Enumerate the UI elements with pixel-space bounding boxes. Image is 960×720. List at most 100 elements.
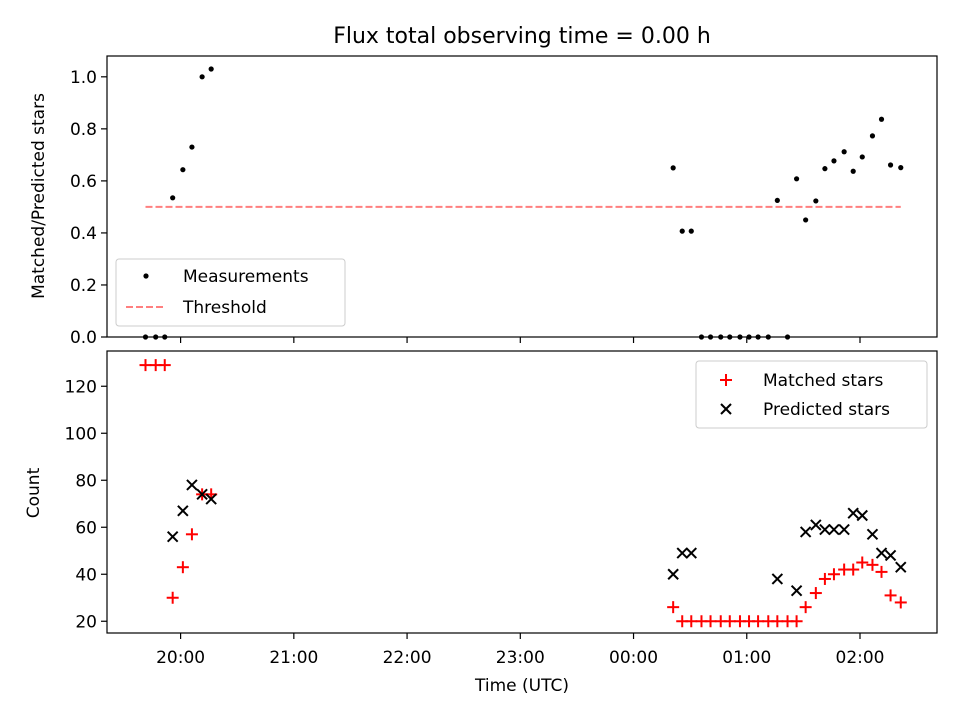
ratio-y-tick-label: 1.0 [70,68,97,88]
count-marks [139,359,907,628]
predicted-stars-point [676,547,688,559]
ratio-x-ticks [180,337,861,343]
predicted-stars-point [196,488,208,501]
x-tick-label: 01:00 [722,648,771,668]
measurement-point [813,198,819,204]
matched-stars-point [685,615,698,628]
legend-matched-label: Matched stars [763,371,883,391]
matched-stars-point [166,591,179,604]
ratio-y-tick-label: 0.6 [70,172,97,192]
matched-stars-point [856,556,869,569]
measurement-point [688,228,694,234]
count-y-axis-label: Count [24,467,44,518]
count-plot-frame [106,350,938,634]
predicted-stars-point [875,547,888,559]
predicted-stars-point [810,519,822,531]
count-y-tick-label: 20 [75,612,97,632]
count-y-tick-label: 80 [75,471,97,491]
predicted-stars-point [847,507,859,519]
legend-measurements-label: Measurements [183,267,309,287]
predicted-stars-point [205,493,217,505]
measurement-point [822,166,828,172]
measurement-point [850,168,856,174]
matched-stars-point [667,601,680,614]
ratio-panel: 0.0 0.2 0.4 0.6 0.8 1.0 Matched/Predicted sta… [29,55,938,348]
matched-stars-point [799,601,812,614]
measurement-point [199,74,205,80]
matched-stars-point [866,558,879,571]
legend-measurements-marker [143,273,149,279]
ratio-legend-box [115,258,346,327]
x-tick-label: 00:00 [609,648,658,668]
predicted-stars-point [866,528,879,541]
predicted-stars-point [838,523,850,536]
count-legend: Matched stars Predicted stars [695,360,928,429]
matched-stars-point [894,596,907,609]
matched-stars-point [185,528,198,541]
ratio-y-ticks: 0.0 0.2 0.4 0.6 0.8 1.0 [70,68,107,348]
count-legend-box [695,360,928,429]
measurement-point [841,149,847,155]
legend-threshold-label: Threshold [182,298,267,318]
measurement-point [803,217,809,223]
ratio-y-tick-label: 0.2 [70,276,97,296]
predicted-stars-point [884,549,897,562]
predicted-stars-point [667,568,679,580]
measurement-point [869,133,876,139]
measurement-point [887,162,894,168]
measurement-point [670,165,676,171]
ratio-marks [142,66,904,340]
chart-title: Flux total observing time = 0.00 h [333,24,711,49]
ratio-y-tick-label: 0.0 [70,328,97,348]
matched-stars-point [809,587,822,600]
x-axis-label: Time (UTC) [474,676,569,696]
measurement-point [859,154,865,160]
predicted-stars-point [166,530,179,543]
matched-stars-point [875,565,888,578]
measurement-point [898,165,904,171]
matched-stars-point [847,563,860,576]
measurement-point [180,167,186,173]
count-y-tick-label: 60 [75,518,97,538]
x-tick-label: 20:00 [156,648,205,668]
predicted-stars-point [799,526,812,538]
ratio-plot-frame [106,55,938,338]
predicted-stars-point [856,509,868,522]
measurement-point [189,144,195,150]
measurement-point [831,158,837,164]
ratio-y-tick-label: 0.8 [70,120,97,140]
matched-stars-point [176,561,189,574]
predicted-stars-point [186,479,198,491]
matched-stars-point [704,615,717,628]
x-tick-label: 23:00 [496,648,545,668]
count-y-tick-label: 100 [65,424,97,444]
legend-predicted-label: Predicted stars [763,400,890,420]
ratio-legend: Measurements Threshold [115,258,346,327]
measurement-point [170,195,176,201]
matched-stars-point [771,615,784,628]
matched-stars-point [158,359,171,372]
count-y-tick-label: 40 [75,565,97,585]
predicted-stars-point [177,505,189,517]
count-y-ticks: 20 40 60 80 100 120 [65,377,107,632]
ratio-y-axis-label: Matched/Predicted stars [29,93,49,299]
ratio-y-tick-label: 0.4 [70,224,97,244]
matched-stars-point [818,572,831,585]
count-panel: 20 40 60 80 100 120 20:00 21:00 22:00 23:00 00:00… [24,350,938,696]
measurement-point [679,228,685,234]
x-tick-label: 02:00 [836,648,885,668]
x-tick-label: 22:00 [383,648,432,668]
predicted-stars-point [819,523,831,536]
legend-predicted-marker [720,403,732,415]
count-y-tick-label: 120 [65,377,97,397]
measurement-point [793,176,800,182]
predicted-stars-point [895,561,907,573]
matched-stars-point [827,568,840,581]
measurement-point [774,197,780,204]
measurement-point [208,66,214,72]
predicted-stars-point [685,547,697,559]
count-x-ticks: 20:00 21:00 22:00 23:00 00:00 01:00 02:00 [156,633,885,668]
predicted-stars-point [771,573,784,585]
